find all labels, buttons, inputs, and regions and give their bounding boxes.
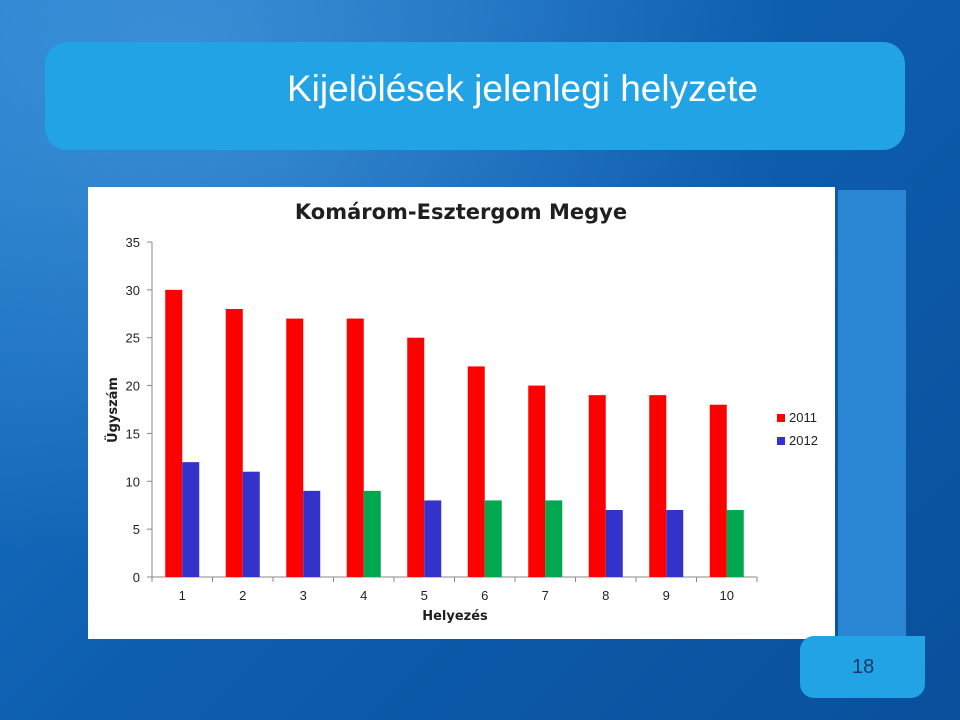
x-axis-title: Helyezés	[422, 609, 488, 624]
y-axis-title: Ügyszám	[105, 377, 121, 443]
x-tick-label: 7	[542, 588, 549, 603]
bar-2011-9	[649, 395, 667, 577]
y-tick-label: 30	[126, 283, 140, 298]
bar-2012-2	[242, 471, 260, 577]
x-tick-label: 10	[720, 588, 734, 603]
legend-swatch-2011	[777, 414, 785, 422]
x-tick-label: 5	[421, 588, 428, 603]
page-number-badge	[800, 636, 925, 698]
legend-swatch-2012	[777, 437, 785, 445]
bar-2012-8	[605, 510, 623, 577]
title-band	[45, 42, 905, 150]
x-axis: 1 2 3 4 5 6 7 8 9 10	[151, 576, 758, 603]
bar-2011-4	[346, 318, 364, 577]
chart-title: Komárom-Esztergom Megye	[295, 200, 627, 224]
x-tick-label: 3	[300, 588, 307, 603]
bar-2012-4	[363, 490, 381, 577]
bar-2012-6	[484, 500, 502, 577]
y-tick-label: 25	[126, 331, 140, 346]
bar-2011-3	[286, 318, 304, 577]
bar-2011-8	[588, 395, 606, 577]
chart-shadow-panel	[838, 190, 906, 640]
bar-2011-1	[165, 289, 183, 577]
page-number: 18	[852, 656, 875, 678]
y-axis: 0 5 10 15 20 25 30 35	[126, 235, 153, 585]
legend: 2011 2012	[777, 410, 818, 448]
bar-2011-10	[709, 404, 727, 577]
x-tick-label: 2	[239, 588, 246, 603]
bars	[165, 289, 744, 577]
x-tick-label: 1	[179, 588, 186, 603]
bar-2012-10	[726, 510, 744, 577]
bar-2012-7	[545, 500, 563, 577]
bar-2011-7	[528, 385, 546, 577]
x-tick-label: 9	[663, 588, 670, 603]
y-tick-label: 35	[126, 235, 140, 250]
bar-2012-9	[666, 510, 684, 577]
y-tick-label: 15	[126, 426, 140, 441]
legend-label-2011: 2011	[789, 410, 817, 425]
bar-2011-2	[225, 309, 243, 577]
x-tick-label: 6	[481, 588, 488, 603]
legend-label-2012: 2012	[789, 433, 818, 448]
bar-2011-6	[467, 366, 485, 577]
x-tick-label: 8	[602, 588, 609, 603]
bar-2012-1	[182, 462, 200, 577]
y-tick-label: 10	[126, 474, 140, 489]
x-tick-label: 4	[360, 588, 367, 603]
y-tick-label: 0	[133, 570, 140, 585]
bar-2011-5	[407, 337, 425, 577]
y-tick-label: 5	[133, 522, 140, 537]
slide-title: Kijelölések jelenlegi helyzete	[287, 68, 759, 109]
bar-2012-3	[303, 490, 321, 577]
bar-2012-5	[424, 500, 442, 577]
y-tick-label: 20	[126, 379, 140, 394]
